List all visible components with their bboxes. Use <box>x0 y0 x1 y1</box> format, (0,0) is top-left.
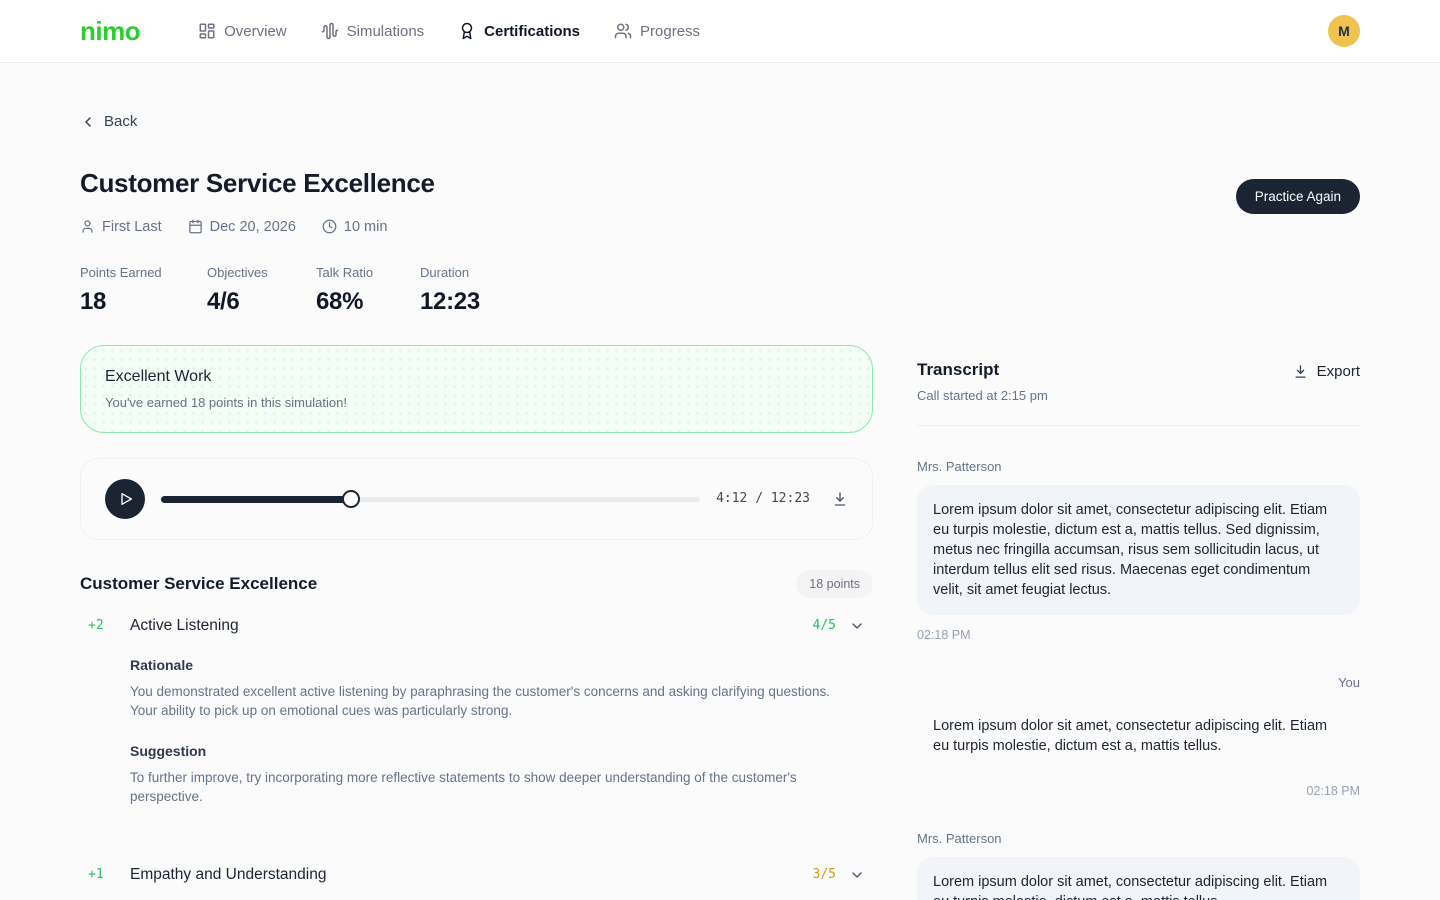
audio-player: 4:12 / 12:23 <box>80 457 873 540</box>
app-logo[interactable]: nimo <box>80 15 141 46</box>
message-sender: Mrs. Patterson <box>917 831 1002 846</box>
waveform-icon <box>321 22 338 40</box>
download-icon <box>1295 365 1306 378</box>
stat-objectives: Objectives 4/6 <box>207 265 316 316</box>
nav-item-overview[interactable]: Overview <box>198 22 287 40</box>
stat-value: 18 <box>80 287 107 315</box>
transcript-panel: Transcript Call started at 2:15 pm Expor… <box>917 360 1360 900</box>
award-icon <box>461 22 473 40</box>
stat-value: 12:23 <box>420 287 480 315</box>
top-navigation: nimo Overview Simulations Certifications… <box>0 0 1440 63</box>
dashboard-grid-icon <box>199 23 215 39</box>
slider-fill <box>161 495 352 503</box>
download-icon <box>834 491 846 506</box>
banner-subtitle: You've earned 18 points in this simulati… <box>105 394 347 410</box>
avatar[interactable]: M <box>1328 15 1360 47</box>
points-badge: 18 points <box>796 569 873 598</box>
points-delta: +2 <box>88 618 104 633</box>
stat-value: 4/6 <box>207 287 240 315</box>
message-bubble: Lorem ipsum dolor sit amet, consectetur … <box>917 485 1360 615</box>
stat-points-earned: Points Earned 18 <box>80 265 207 316</box>
message-sender: You <box>1338 675 1360 690</box>
download-audio-button[interactable] <box>832 491 848 507</box>
session-duration: 10 min <box>343 218 388 235</box>
stat-talk-ratio: Talk Ratio 68% <box>316 265 420 316</box>
score-detail-active-listening: Rationale You demonstrated excellent act… <box>80 645 873 847</box>
users-icon <box>614 23 632 39</box>
slider-thumb[interactable] <box>342 489 361 508</box>
rationale-text: You demonstrated excellent active listen… <box>130 683 830 719</box>
transcript-message: You Lorem ipsum dolor sit amet, consecte… <box>917 675 1360 798</box>
page-body: Practice Again Back Customer Service Exc… <box>0 63 1440 900</box>
session-date: Dec 20, 2026 <box>209 218 296 235</box>
transcript-message: Mrs. Patterson Lorem ipsum dolor sit ame… <box>917 831 1360 900</box>
stat-value: 68% <box>316 287 364 315</box>
stat-label: Points Earned <box>80 264 162 280</box>
primary-nav: Overview Simulations Certifications Prog… <box>198 22 1328 40</box>
stat-label: Talk Ratio <box>316 264 374 280</box>
nav-item-progress[interactable]: Progress <box>614 22 700 40</box>
success-banner: Excellent Work You've earned 18 points i… <box>80 344 873 433</box>
nav-label: Overview <box>224 22 287 40</box>
transcript-divider <box>917 425 1360 426</box>
clock-icon <box>322 219 337 234</box>
user-name: First Last <box>102 218 162 235</box>
message-bubble: Lorem ipsum dolor sit amet, consectetur … <box>917 857 1360 900</box>
criterion-name: Empathy and Understanding <box>130 865 327 883</box>
points-delta: +1 <box>88 867 104 883</box>
message-time: 02:18 PM <box>1306 784 1360 798</box>
meta-user: First Last <box>80 219 162 235</box>
transcript-title: Transcript <box>917 360 1000 379</box>
transcript-message: Mrs. Patterson Lorem ipsum dolor sit ame… <box>917 459 1360 642</box>
results-column: Back Customer Service Excellence First L… <box>80 113 873 900</box>
message-bubble: Lorem ipsum dolor sit amet, consectetur … <box>933 718 1328 754</box>
nav-item-simulations[interactable]: Simulations <box>321 22 425 40</box>
banner-title: Excellent Work <box>105 367 212 385</box>
nav-label: Certifications <box>484 22 581 40</box>
total-time: 12:23 <box>770 491 810 506</box>
suggestion-text: To further improve, try incorporating mo… <box>130 769 797 805</box>
nav-label: Progress <box>640 22 701 40</box>
stat-label: Duration <box>420 264 470 280</box>
suggestion-heading: Suggestion <box>130 742 207 759</box>
export-label: Export <box>1316 363 1360 380</box>
criterion-score: 4/5 <box>812 618 836 633</box>
chevron-left-icon <box>85 116 91 127</box>
nav-label: Simulations <box>346 22 425 40</box>
time-separator: / <box>755 491 764 506</box>
stat-duration: Duration 12:23 <box>420 265 480 316</box>
message-sender: Mrs. Patterson <box>917 459 1002 474</box>
score-row-active-listening[interactable]: +2 Active Listening 4/5 <box>80 598 873 645</box>
play-icon <box>121 492 132 505</box>
meta-duration: 10 min <box>322 218 388 235</box>
user-icon <box>82 220 93 233</box>
back-label: Back <box>104 113 138 130</box>
stat-label: Objectives <box>207 264 268 280</box>
message-time: 02:18 PM <box>917 628 971 642</box>
nav-item-certifications[interactable]: Certifications <box>458 22 580 40</box>
practice-again-button[interactable]: Practice Again <box>1235 179 1360 214</box>
slider-track <box>161 496 701 502</box>
criterion-score: 3/5 <box>812 867 836 883</box>
scorecard-section: Customer Service Excellence 18 points +2… <box>80 569 873 900</box>
scorecard-title: Customer Service Excellence <box>80 573 318 593</box>
stats-row: Points Earned 18 Objectives 4/6 Talk Rat… <box>80 265 873 316</box>
back-link[interactable]: Back <box>80 113 137 130</box>
meta-date: Dec 20, 2026 <box>188 219 296 235</box>
transcript-subtitle: Call started at 2:15 pm <box>917 388 1048 403</box>
page-title: Customer Service Excellence <box>80 167 435 198</box>
export-button[interactable]: Export <box>1293 363 1360 380</box>
chevron-down-icon <box>852 622 862 629</box>
play-button[interactable] <box>105 478 145 519</box>
playback-time: 4:12 / 12:23 <box>716 491 810 506</box>
chevron-down-icon <box>852 872 862 878</box>
session-meta: First Last Dec 20, 2026 10 min <box>80 219 873 235</box>
criterion-name: Active Listening <box>130 616 239 634</box>
current-time: 4:12 <box>716 491 748 506</box>
score-row-empathy[interactable]: +1 Empathy and Understanding 3/5 <box>80 847 873 894</box>
score-row-problem-resolution[interactable]: +1 Problem Resolution 2/5 <box>80 894 873 900</box>
seek-slider[interactable] <box>161 489 701 508</box>
calendar-icon <box>188 219 202 234</box>
rationale-heading: Rationale <box>130 656 194 673</box>
